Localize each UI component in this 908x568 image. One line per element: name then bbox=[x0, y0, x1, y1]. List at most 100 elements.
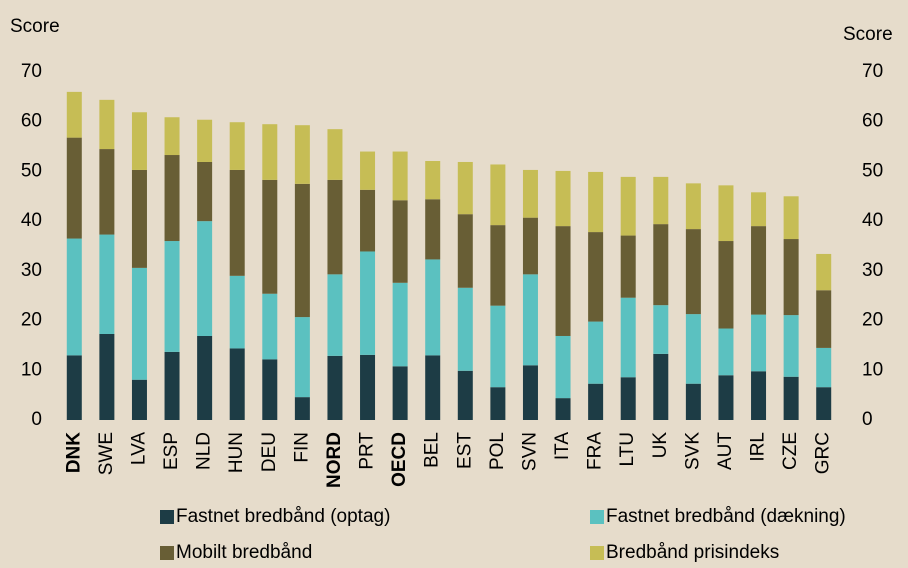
bar-segment bbox=[131, 267, 147, 380]
x-tick-label: GRC bbox=[813, 432, 834, 474]
bar-segment bbox=[588, 383, 604, 420]
legend-label: Fastnet bredbånd (dækning) bbox=[606, 506, 846, 527]
x-tick-label: ESP bbox=[161, 432, 182, 470]
bar-segment bbox=[131, 112, 147, 170]
legend-swatch bbox=[590, 546, 604, 560]
x-tick-label: PRT bbox=[357, 432, 378, 470]
bar-segment bbox=[229, 169, 245, 276]
bar-segment bbox=[816, 387, 832, 420]
y2-tick-label: 70 bbox=[862, 61, 883, 82]
bar-segment bbox=[457, 370, 473, 420]
bar-segment bbox=[783, 239, 799, 316]
bar-segment bbox=[555, 335, 571, 399]
bar-segment bbox=[425, 259, 441, 356]
x-tick-label: FRA bbox=[585, 432, 606, 470]
bar-segment bbox=[522, 169, 538, 218]
x-tick-label: SVN bbox=[519, 432, 540, 471]
bar-segment bbox=[685, 229, 701, 315]
bar-segment bbox=[197, 221, 213, 336]
bar-segment bbox=[555, 170, 571, 227]
bar-segment bbox=[327, 355, 343, 420]
bar-segment bbox=[327, 274, 343, 356]
y2-tick-label: 60 bbox=[862, 111, 883, 132]
bar-segment bbox=[164, 117, 180, 156]
bar-segment bbox=[164, 155, 180, 242]
bar-segment bbox=[294, 397, 310, 420]
legend-swatch bbox=[590, 510, 604, 524]
bar-segment bbox=[229, 348, 245, 420]
bar-segment bbox=[392, 151, 408, 201]
bar-segment bbox=[718, 185, 734, 242]
y-tick-label: 0 bbox=[31, 409, 42, 430]
bar-segment bbox=[66, 238, 82, 356]
y2-axis-label: Score bbox=[843, 24, 893, 45]
bar-segment bbox=[457, 214, 473, 288]
bar-segment bbox=[685, 314, 701, 384]
bar-segment bbox=[490, 305, 506, 388]
legend-label: Fastnet bredbånd (optag) bbox=[176, 506, 390, 527]
bar-segment bbox=[751, 314, 767, 372]
y-tick-label: 70 bbox=[21, 61, 42, 82]
x-tick-label: UK bbox=[650, 432, 671, 459]
x-tick-label: LTU bbox=[617, 432, 638, 466]
bar-segment bbox=[294, 125, 310, 184]
y2-tick-label: 20 bbox=[862, 310, 883, 331]
y2-tick-label: 40 bbox=[862, 210, 883, 231]
bar-segment bbox=[392, 200, 408, 283]
bar-segment bbox=[294, 317, 310, 398]
x-tick-label: POL bbox=[487, 432, 508, 470]
bar-segment bbox=[164, 241, 180, 352]
bar-segment bbox=[522, 365, 538, 420]
bar-segment bbox=[620, 377, 636, 420]
bar-segment bbox=[653, 176, 669, 225]
bar-segment bbox=[360, 151, 376, 190]
bar-segment bbox=[783, 376, 799, 420]
bar-segment bbox=[197, 119, 213, 162]
bar-segment bbox=[653, 305, 669, 354]
x-tick-label: AUT bbox=[715, 432, 736, 470]
bar-segment bbox=[457, 287, 473, 371]
bar-segment bbox=[718, 241, 734, 329]
bar-segment bbox=[229, 122, 245, 170]
y-tick-label: 30 bbox=[21, 260, 42, 281]
y-tick-label: 60 bbox=[21, 111, 42, 132]
x-tick-label: OECD bbox=[389, 432, 410, 487]
bar-segment bbox=[751, 371, 767, 420]
bar-segment bbox=[327, 129, 343, 180]
bar-segment bbox=[816, 347, 832, 388]
bar-segment bbox=[360, 251, 376, 355]
bar-segment bbox=[555, 226, 571, 336]
bar-segment bbox=[751, 192, 767, 227]
bar-segment bbox=[392, 282, 408, 367]
y-axis-label: Score bbox=[10, 16, 60, 37]
bar-segment bbox=[66, 137, 82, 239]
bar-segment bbox=[99, 149, 115, 235]
bar-segment bbox=[783, 196, 799, 240]
bar-segment bbox=[425, 199, 441, 260]
bar-segment bbox=[490, 164, 506, 226]
bar-segment bbox=[816, 253, 832, 291]
bar-segment bbox=[653, 224, 669, 306]
bar-segment bbox=[718, 375, 734, 420]
y2-tick-label: 0 bbox=[862, 409, 873, 430]
x-tick-label: HUN bbox=[226, 432, 247, 473]
x-tick-label: DNK bbox=[63, 432, 84, 473]
bar-segment bbox=[262, 359, 278, 420]
bar-segment bbox=[131, 379, 147, 420]
bar-segment bbox=[816, 290, 832, 348]
bar-segment bbox=[392, 366, 408, 420]
bar-segment bbox=[131, 169, 147, 268]
x-tick-label: FIN bbox=[291, 432, 312, 463]
x-tick-label: NORD bbox=[324, 432, 345, 488]
y-tick-label: 20 bbox=[21, 310, 42, 331]
x-tick-label: CZE bbox=[780, 432, 801, 470]
bar-segment bbox=[197, 335, 213, 420]
bar-segment bbox=[490, 225, 506, 306]
bar-segment bbox=[360, 354, 376, 420]
bar-segment bbox=[360, 189, 376, 252]
bar-segment bbox=[327, 179, 343, 275]
bar-segment bbox=[588, 171, 604, 233]
bar-segment bbox=[425, 355, 441, 420]
bar-segment bbox=[229, 275, 245, 349]
